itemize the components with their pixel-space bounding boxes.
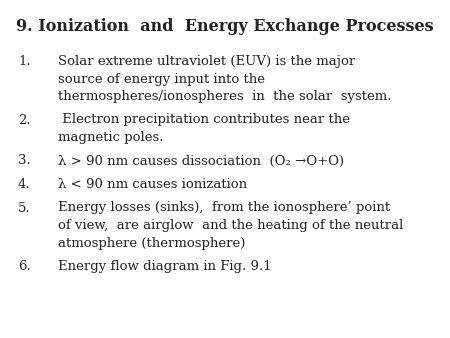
- Text: λ > 90 nm causes dissociation  (O₂ →O+O): λ > 90 nm causes dissociation (O₂ →O+O): [58, 154, 344, 168]
- Text: 4.: 4.: [18, 178, 31, 191]
- Text: thermospheres/ionospheres  in  the solar  system.: thermospheres/ionospheres in the solar s…: [58, 90, 392, 103]
- Text: 5.: 5.: [18, 201, 31, 215]
- Text: source of energy input into the: source of energy input into the: [58, 72, 265, 86]
- Text: 6.: 6.: [18, 260, 31, 273]
- Text: 2.: 2.: [18, 114, 31, 126]
- Text: 3.: 3.: [18, 154, 31, 168]
- Text: λ < 90 nm causes ionization: λ < 90 nm causes ionization: [58, 178, 247, 191]
- Text: Solar extreme ultraviolet (EUV) is the major: Solar extreme ultraviolet (EUV) is the m…: [58, 55, 355, 68]
- Text: 1.: 1.: [18, 55, 31, 68]
- Text: of view,  are airglow  and the heating of the neutral: of view, are airglow and the heating of …: [58, 219, 403, 232]
- Text: Energy flow diagram in Fig. 9.1: Energy flow diagram in Fig. 9.1: [58, 260, 272, 273]
- Text: Electron precipitation contributes near the: Electron precipitation contributes near …: [58, 114, 350, 126]
- Text: 9. Ionization  and  Energy Exchange Processes: 9. Ionization and Energy Exchange Proces…: [16, 18, 434, 35]
- Text: Energy losses (sinks),  from the ionosphere’ point: Energy losses (sinks), from the ionosphe…: [58, 201, 390, 215]
- Text: magnetic poles.: magnetic poles.: [58, 131, 163, 144]
- Text: atmosphere (thermosphere): atmosphere (thermosphere): [58, 237, 245, 249]
